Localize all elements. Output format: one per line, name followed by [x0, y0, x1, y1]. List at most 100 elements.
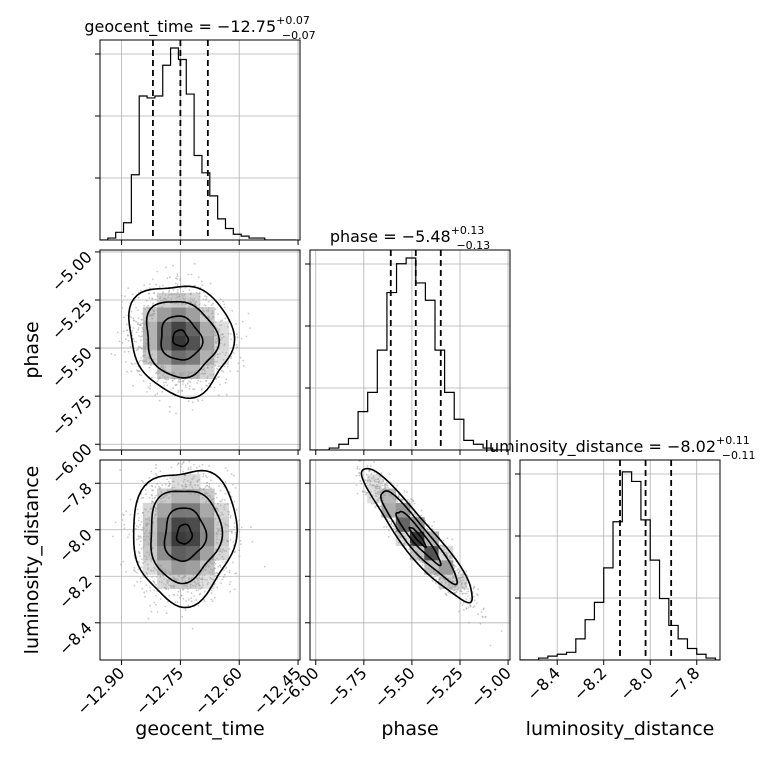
sample-point: [95, 393, 97, 395]
sample-point: [132, 327, 135, 329]
sample-point: [143, 591, 146, 594]
sample-point: [376, 487, 379, 490]
sample-point: [451, 572, 454, 575]
sample-point: [213, 386, 216, 389]
sample-point: [171, 379, 174, 382]
sample-point: [165, 381, 167, 384]
sample-point: [229, 516, 232, 519]
sample-point: [235, 343, 238, 346]
sample-point: [452, 575, 455, 578]
sample-point: [137, 327, 140, 329]
sample-point: [461, 592, 464, 595]
sample-point: [226, 503, 229, 505]
sample-point: [165, 612, 168, 615]
sample-point: [212, 358, 215, 360]
sample-point: [454, 592, 457, 594]
sample-point: [181, 615, 184, 618]
sample-point: [170, 466, 173, 469]
sample-point: [201, 463, 204, 466]
sample-point: [451, 538, 454, 541]
sample-point: [385, 526, 388, 528]
sample-point: [143, 347, 146, 349]
sample-point: [177, 578, 180, 581]
sample-point: [149, 350, 152, 352]
sample-point: [137, 348, 139, 351]
sample-point: [442, 554, 445, 557]
sample-point: [379, 482, 382, 485]
sample-point: [164, 376, 166, 379]
sample-point: [162, 367, 165, 369]
sample-point: [376, 473, 378, 475]
sample-point: [216, 571, 218, 574]
sample-point: [173, 293, 176, 296]
sample-point: [164, 605, 167, 608]
sample-point: [190, 492, 193, 495]
sample-point: [148, 287, 151, 290]
sample-point: [147, 567, 149, 570]
sample-point: [142, 333, 145, 336]
sample-point: [201, 372, 204, 375]
sample-point: [160, 492, 163, 494]
sample-point: [467, 590, 470, 593]
sample-point: [141, 313, 144, 315]
sample-point: [157, 561, 159, 563]
sample-point: [372, 476, 375, 479]
sample-point: [188, 488, 191, 491]
sample-point: [199, 592, 202, 595]
density-geocent-time-phase-frame: [99, 249, 301, 451]
sample-point: [138, 535, 141, 538]
sample-point: [132, 569, 135, 572]
sample-point: [161, 390, 164, 393]
sample-point: [461, 571, 464, 574]
sample-point: [190, 597, 193, 600]
sample-point: [219, 500, 221, 502]
sample-point: [168, 299, 170, 302]
sample-point: [191, 401, 194, 404]
sample-point: [167, 378, 170, 381]
sample-point: [237, 362, 240, 365]
sample-point: [163, 381, 165, 384]
sample-point: [249, 327, 251, 329]
sample-point: [234, 533, 237, 536]
sample-point: [169, 276, 171, 279]
sample-point: [190, 592, 193, 595]
sample-point: [200, 280, 203, 283]
sample-point: [180, 465, 183, 468]
sample-point: [166, 384, 169, 387]
sample-point: [214, 321, 217, 324]
sample-point: [126, 329, 128, 331]
sample-point: [139, 523, 142, 526]
density-bin: [157, 545, 172, 561]
sample-point: [168, 457, 170, 459]
sample-point: [182, 383, 184, 385]
x-tick-label-luminosity-distance: −8.2: [570, 663, 611, 704]
sample-point: [228, 571, 231, 574]
sample-point: [218, 328, 220, 330]
sample-point: [211, 310, 214, 313]
sample-point: [231, 483, 234, 486]
sample-point: [130, 316, 133, 319]
sample-point: [184, 580, 187, 583]
sample-point: [121, 341, 124, 344]
sample-point: [207, 300, 210, 303]
sample-point: [445, 594, 448, 596]
sample-point: [145, 493, 148, 496]
sample-point: [151, 489, 154, 492]
sample-point: [472, 606, 475, 609]
sample-point: [178, 293, 181, 296]
sample-point: [137, 328, 140, 331]
sample-point: [220, 511, 223, 514]
sample-point: [432, 528, 434, 531]
sample-point: [160, 501, 163, 504]
sample-point: [218, 347, 221, 349]
histogram-phase: [310, 257, 510, 450]
sample-point: [211, 498, 214, 501]
sample-point: [418, 519, 421, 522]
title-geocent-time: geocent_time = −12.75+0.07 −0.07: [84, 14, 315, 42]
sample-point: [140, 339, 142, 342]
sample-point: [465, 607, 468, 610]
sample-point: [171, 494, 174, 497]
sample-point: [198, 298, 200, 301]
sample-point: [457, 571, 460, 574]
density-panel-geocent-time-vs-phase: −6.00−5.75−5.50−5.25−5.00: [48, 247, 301, 488]
